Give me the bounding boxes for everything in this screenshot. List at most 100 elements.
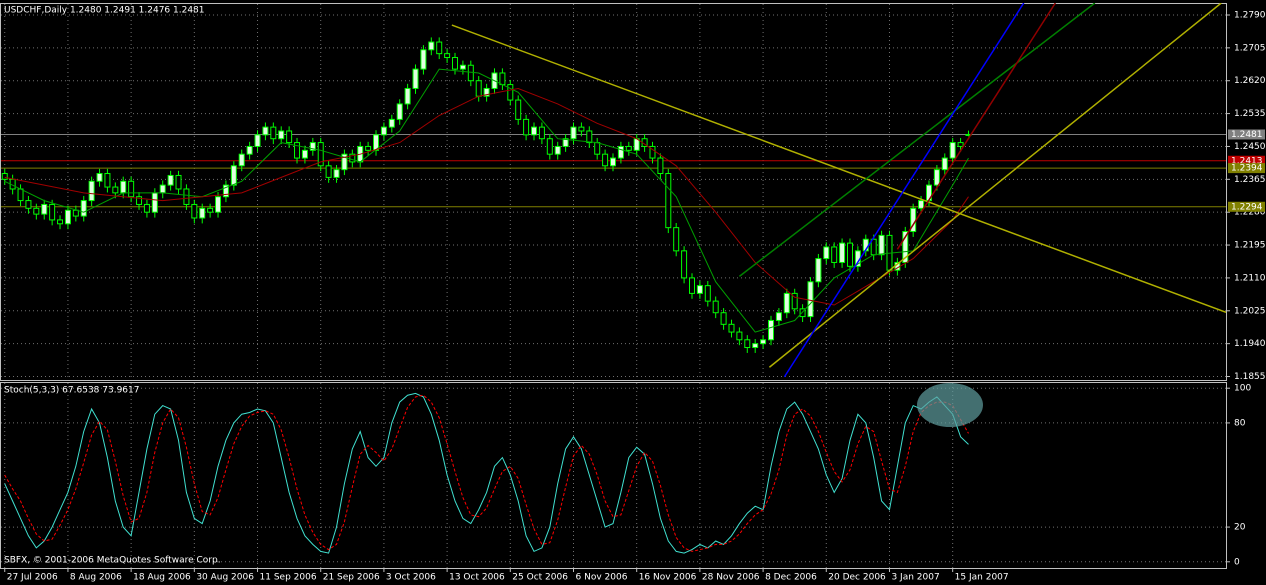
candle-body — [444, 53, 451, 59]
candle-body — [120, 180, 127, 194]
y-tick-label: 20 — [1234, 523, 1246, 533]
y-tick-label: 1.2790 — [1234, 10, 1266, 20]
candle-body — [957, 142, 964, 147]
copyright: SBFX, © 2001-2006 MetaQuotes Software Co… — [4, 556, 221, 566]
candle-body — [515, 99, 522, 120]
y-tick-label: 1.2535 — [1234, 109, 1266, 119]
candle-body — [831, 246, 838, 263]
candle-body — [286, 130, 293, 144]
candle-body — [428, 41, 435, 51]
candle-body — [254, 134, 261, 147]
candle-body — [222, 184, 229, 198]
candle-body — [823, 246, 830, 260]
candle-body — [657, 157, 664, 175]
candle-body — [191, 203, 198, 219]
candle-body — [294, 142, 301, 159]
level-label-bg — [1228, 129, 1265, 140]
candle-body — [88, 180, 95, 202]
candle-body — [143, 203, 150, 213]
price-plot — [1, 3, 1226, 380]
candle-body — [167, 174, 174, 186]
x-tick-label: 13 Oct 2006 — [449, 573, 505, 583]
y-tick-label: 1.2025 — [1234, 306, 1266, 316]
y-tick-label: 1.2620 — [1234, 76, 1266, 86]
candle-body — [902, 231, 909, 263]
candle-body — [404, 87, 411, 105]
y-tick-label: 0 — [1234, 557, 1240, 567]
candle-body — [325, 165, 332, 178]
x-tick-label: 8 Aug 2006 — [70, 573, 122, 583]
candle-body — [246, 145, 253, 155]
candle-body — [278, 130, 285, 140]
x-tick-label: 11 Sep 2006 — [260, 573, 317, 583]
candle-body — [301, 149, 308, 159]
candle-body — [625, 145, 632, 151]
candle-body — [270, 126, 277, 140]
indicator-plot — [1, 383, 1226, 568]
candle-body — [136, 196, 143, 205]
candle-body — [199, 207, 206, 219]
x-tick-label: 6 Nov 2006 — [576, 573, 628, 583]
x-tick-label: 20 Dec 2006 — [828, 573, 886, 583]
candle-body — [736, 331, 743, 341]
candle-body — [373, 134, 380, 151]
candle-body — [475, 80, 482, 97]
candle-body — [215, 196, 222, 213]
candle-body — [262, 126, 269, 136]
candle-body — [25, 200, 32, 209]
candle-body — [349, 153, 356, 163]
candle-body — [72, 209, 79, 217]
candle-body — [64, 209, 71, 225]
highlight-ellipse — [917, 383, 983, 427]
candle-body — [696, 285, 703, 294]
level-label-bg — [1228, 201, 1265, 212]
candle-body — [333, 169, 340, 178]
x-tick-label: 16 Nov 2006 — [639, 573, 697, 583]
candle-body — [949, 142, 956, 159]
x-tick-label: 28 Nov 2006 — [702, 573, 760, 583]
candle-body — [483, 87, 490, 97]
candle-body — [839, 242, 846, 263]
candle-body — [341, 153, 348, 171]
candle-body — [752, 343, 759, 349]
y-tick-label: 1.2450 — [1234, 142, 1266, 152]
chart-title: USDCHF,Daily 1.2480 1.2491 1.2476 1.2481 — [4, 6, 205, 16]
trend-line — [738, 3, 1096, 277]
candle-body — [704, 285, 711, 302]
level-label-bg — [1228, 163, 1265, 174]
candle-body — [380, 126, 387, 136]
candle-body — [594, 142, 601, 155]
candle-body — [412, 68, 419, 89]
candle-body — [767, 319, 774, 341]
candle-body — [507, 84, 514, 101]
candle-body — [436, 41, 443, 55]
x-tick-label: 21 Sep 2006 — [323, 573, 380, 583]
x-tick-label: 25 Oct 2006 — [512, 573, 568, 583]
series-line — [4, 392, 969, 554]
candle-body — [783, 292, 790, 314]
trend-line — [768, 3, 1222, 368]
candle-body — [112, 186, 119, 194]
candle-body — [728, 323, 735, 333]
candle-body — [617, 145, 624, 159]
trend-line — [783, 3, 1025, 378]
candle-body — [33, 207, 40, 215]
candle-body — [846, 242, 853, 267]
candle-body — [309, 142, 316, 151]
candle-body — [610, 157, 616, 167]
candle-body — [775, 312, 782, 321]
candle-body — [941, 157, 948, 171]
x-tick-label: 3 Jan 2007 — [891, 573, 939, 583]
y-tick-label: 1.2195 — [1234, 241, 1266, 251]
candle-body — [317, 142, 324, 167]
candle-body — [41, 203, 48, 215]
candle-body — [546, 138, 553, 155]
x-tick-label: 18 Aug 2006 — [133, 573, 191, 583]
candle-body — [744, 339, 751, 349]
candle-body — [760, 339, 767, 345]
x-tick-label: 27 Jul 2006 — [7, 573, 58, 583]
candle-body — [570, 126, 577, 140]
candle-body — [96, 173, 103, 182]
level-label: 1.2481 — [1231, 130, 1263, 140]
